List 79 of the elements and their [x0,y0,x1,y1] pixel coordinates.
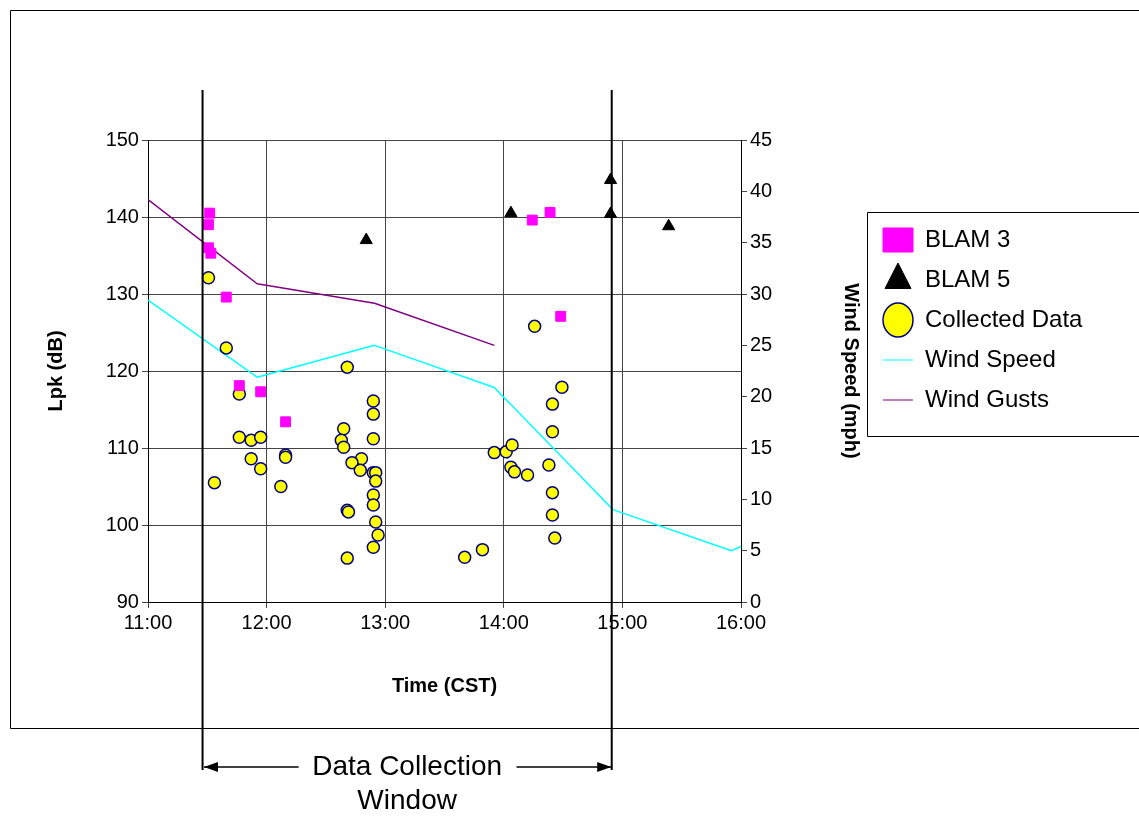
y2-axis-title: Wind Speed (mph) [841,283,864,459]
y2-tick-label: 25 [750,332,773,355]
y-tick-label: 110 [107,435,139,458]
point [255,386,267,398]
point [505,438,519,452]
y2-tick-label: 20 [750,384,773,407]
x-tick-label: 11:00 [123,610,173,633]
y2-tick-label: 15 [750,435,773,458]
point [359,232,373,245]
point [555,380,569,394]
y-tick-label: 140 [105,204,139,227]
point [244,452,258,466]
x-tick-label: 13:00 [360,610,411,633]
point [253,430,268,444]
y-tick-label: 90 [116,589,139,612]
point [203,219,214,231]
legend-label: Wind Speed [925,344,1056,372]
point [371,528,385,542]
point [219,341,234,355]
x-tick-label: 12:00 [241,610,292,633]
point [457,550,472,565]
point [507,465,522,479]
y2-tick-label: 35 [750,230,773,253]
point [205,247,217,259]
x-tick-label: 16:00 [715,610,767,633]
point [345,455,359,470]
point [340,360,354,374]
y2-tick-label: 5 [750,538,762,561]
y2-tick-label: 0 [750,589,762,612]
point [544,206,556,218]
y-axis-title: Lpk (dB) [43,330,66,412]
legend-label: Wind Gusts [925,384,1050,412]
point [548,531,562,545]
point [340,551,354,565]
y-tick-label: 120 [105,358,139,381]
point [504,205,518,218]
y2-tick-label: 10 [750,486,773,509]
y2-tick-label: 45 [750,127,773,150]
y-tick-label: 100 [105,512,139,535]
point [542,458,556,472]
point [336,422,351,436]
point [662,218,676,231]
point [280,416,292,428]
text: Data Collection Window [312,749,503,815]
point [366,540,381,555]
point [207,475,222,490]
point [274,479,288,494]
point [366,498,381,512]
point [336,440,351,454]
y-tick-label: 150 [105,127,139,150]
point [233,380,245,392]
point [520,468,535,482]
point [220,291,232,303]
point [545,485,560,500]
point [253,462,268,476]
x-axis-title: Time (CST) [391,673,498,696]
point [366,432,381,446]
x-tick-label: 14:00 [478,610,529,633]
point [545,397,560,411]
y-tick-label: 130 [105,281,139,304]
point [475,542,490,557]
y2-tick-label: 40 [750,178,773,201]
point [555,310,567,322]
point [368,474,383,488]
point [526,214,538,226]
legend-label: Collected Data [925,304,1084,332]
legend-label: BLAM 3 [925,224,1011,252]
point [527,319,542,334]
point [487,445,502,460]
point [545,508,560,522]
point [545,425,560,439]
point [204,207,216,219]
y2-tick-label: 30 [750,281,773,304]
point [232,430,247,444]
point [366,394,381,408]
legend-label: BLAM 5 [925,264,1011,292]
point [353,463,368,478]
point [368,515,383,529]
point [366,407,381,421]
